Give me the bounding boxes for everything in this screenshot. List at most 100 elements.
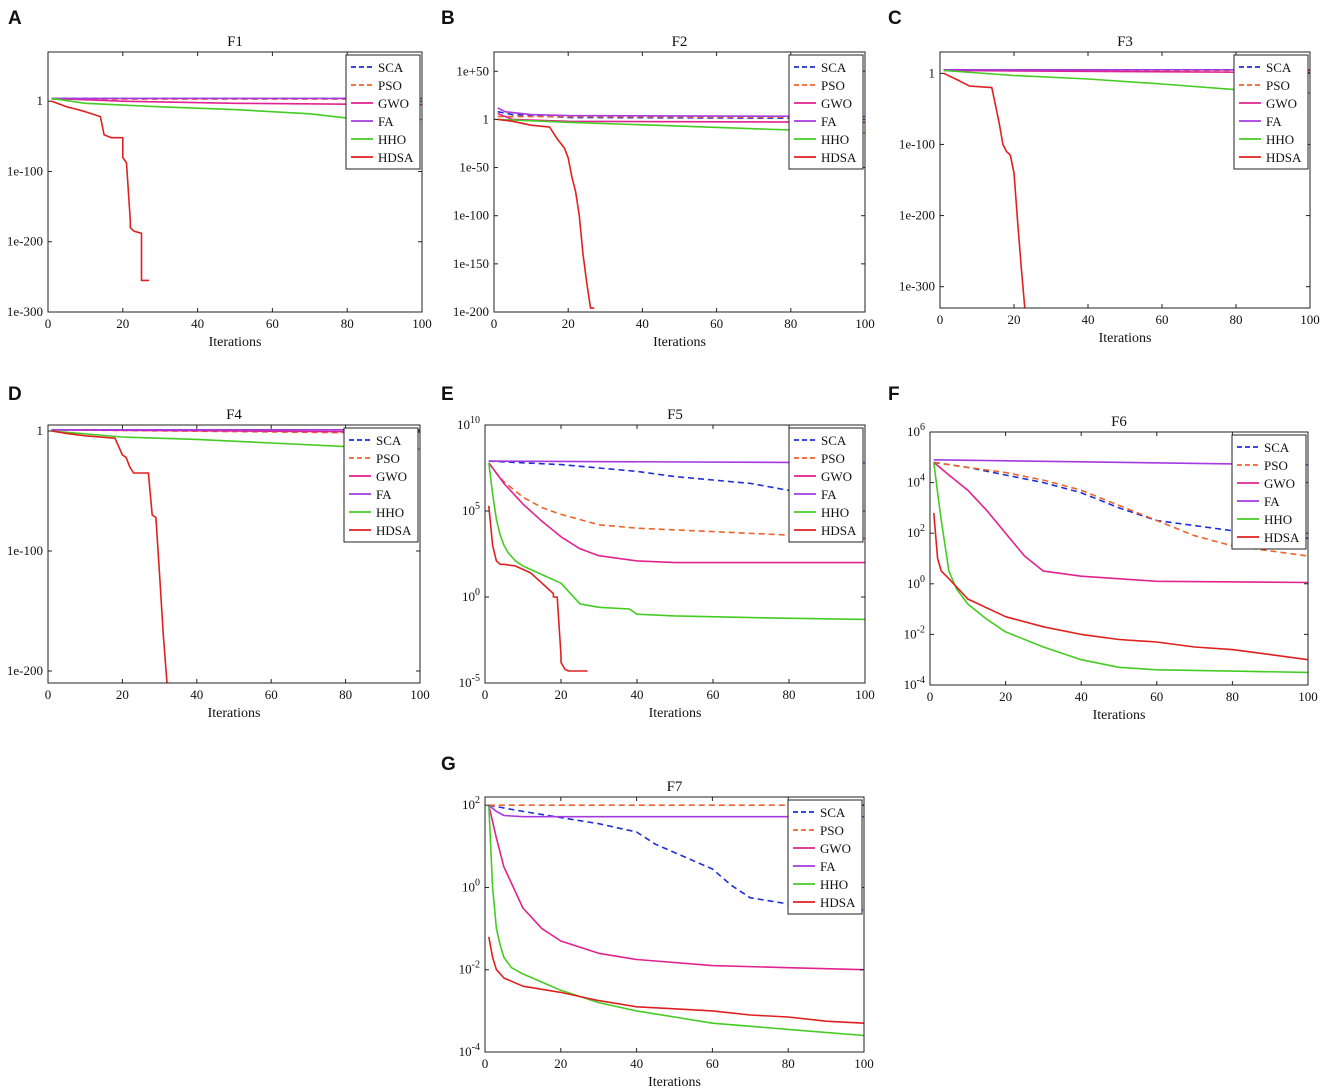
legend-label-pso: PSO (821, 451, 845, 466)
legend-box (343, 427, 419, 543)
series-line-gwo (488, 805, 864, 971)
y-tick-label: 104 (907, 473, 925, 490)
legend-label-hdsa: HDSA (821, 150, 857, 165)
chart-b: B F2 0 20 40 60 80 100 1e+50 1 1e-50 1e-100 1e-150 1e… (441, 8, 875, 350)
x-tick-label: 40 (630, 1056, 643, 1071)
y-tick-label: 105 (462, 501, 480, 518)
series-line-hdsa (497, 118, 595, 309)
legend-label-gwo: GWO (1266, 96, 1297, 111)
legend-label-gwo: GWO (821, 469, 852, 484)
legend-label-sca: SCA (1264, 440, 1290, 455)
legend-label-fa: FA (821, 487, 837, 502)
x-axis-label: Iterations (1099, 331, 1152, 346)
x-tick-label: 20 (1008, 312, 1021, 327)
legend-label-pso: PSO (376, 451, 400, 466)
legend-label-pso: PSO (1266, 78, 1290, 93)
legend-label-hdsa: HDSA (1266, 150, 1302, 165)
chart-title: F2 (672, 34, 688, 50)
panel-letter: A (8, 8, 22, 29)
legend-label-hho: HHO (1266, 132, 1294, 147)
axes-frame (939, 51, 1311, 309)
y-tick-label: 1e-50 (459, 160, 489, 175)
legend-label-hho: HHO (378, 132, 406, 147)
x-tick-label: 20 (555, 687, 568, 702)
legend-label-sca: SCA (1266, 60, 1292, 75)
panel-letter: C (888, 8, 902, 29)
series-line-pso (497, 115, 865, 119)
x-tick-label: 0 (45, 316, 52, 331)
x-tick-label: 40 (1075, 689, 1088, 704)
legend-label-fa: FA (1266, 114, 1282, 129)
axes-frame (493, 51, 866, 313)
chart-title: F1 (227, 34, 243, 50)
panel-letter: G (441, 754, 456, 775)
series-line-hho (488, 805, 864, 1037)
panel-letter: B (441, 8, 455, 29)
legend-label-hho: HHO (820, 877, 848, 892)
axes-frame (484, 424, 866, 684)
series-line-fa (497, 107, 865, 118)
y-tick-label: 100 (907, 574, 925, 591)
series-line-hho (488, 462, 865, 621)
legend-label-sca: SCA (821, 433, 847, 448)
y-tick-label: 1e-100 (7, 163, 43, 178)
legend-box (345, 54, 421, 170)
x-axis-label: Iterations (208, 706, 261, 721)
y-tick-label: 1e-300 (7, 304, 43, 319)
series-line-hdsa (51, 100, 149, 282)
legend-label-hho: HHO (821, 132, 849, 147)
x-tick-label: 100 (1300, 312, 1320, 327)
axes-frame (47, 424, 421, 684)
legend-box (788, 54, 864, 170)
series-line-hdsa (943, 72, 1026, 308)
x-tick-label: 40 (636, 316, 649, 331)
y-tick-label: 10-5 (459, 673, 480, 690)
legend: SCA PSO GWO FA HHO HDSA (788, 54, 864, 170)
legend-label-gwo: GWO (820, 841, 851, 856)
chart-title: F4 (226, 407, 242, 423)
x-tick-label: 100 (412, 316, 432, 331)
x-axis-label: Iterations (1093, 708, 1146, 723)
x-tick-label: 60 (1156, 312, 1169, 327)
legend-label-hdsa: HDSA (1264, 530, 1300, 545)
chart-title: F7 (667, 779, 683, 795)
x-tick-label: 0 (482, 1056, 489, 1071)
legend-label-pso: PSO (821, 78, 845, 93)
y-tick-label: 1e-100 (7, 543, 43, 558)
legend-label-gwo: GWO (821, 96, 852, 111)
x-tick-label: 0 (927, 689, 934, 704)
legend-label-fa: FA (378, 114, 394, 129)
y-tick-label: 1e-200 (899, 208, 935, 223)
y-tick-label: 1e-200 (453, 304, 489, 319)
x-axis-label: Iterations (653, 335, 706, 350)
legend-label-fa: FA (376, 487, 392, 502)
legend: SCA PSO GWO FA HHO HDSA (1233, 54, 1309, 170)
y-tick-label: 106 (907, 422, 925, 439)
legend-label-hdsa: HDSA (821, 523, 857, 538)
x-tick-label: 80 (341, 316, 354, 331)
x-tick-label: 80 (339, 687, 352, 702)
chart-f: F F6 0 20 40 60 80 100 106 104 102 100 10-2 10-4 Itera… (888, 384, 1318, 723)
x-axis-label: Iterations (649, 706, 702, 721)
legend-box (1231, 434, 1307, 550)
chart-e: E F5 0 20 40 60 80 100 1010 105 100 10-5 Iterations S… (441, 384, 875, 721)
x-tick-label: 100 (855, 316, 875, 331)
x-tick-label: 0 (482, 687, 489, 702)
axes-frame (929, 431, 1309, 686)
series-line-fa (488, 804, 864, 818)
chart-title: F6 (1111, 414, 1127, 430)
y-tick-label: 1 (37, 423, 44, 438)
legend-label-pso: PSO (378, 78, 402, 93)
series-line-gwo (933, 461, 1308, 584)
x-tick-label: 60 (706, 1056, 719, 1071)
chart-c: C F3 0 20 40 60 80 100 1 1e-100 1e-200 1e-300 Iterat… (888, 8, 1320, 346)
y-tick-label: 1e-200 (7, 234, 43, 249)
x-tick-label: 80 (783, 687, 796, 702)
panel-letter: F (888, 384, 900, 405)
panel-letter: E (441, 384, 454, 405)
x-tick-label: 60 (707, 687, 720, 702)
series-line-gwo (51, 97, 422, 106)
x-tick-label: 100 (410, 687, 430, 702)
y-tick-label: 102 (907, 523, 925, 540)
x-tick-label: 80 (782, 1056, 795, 1071)
